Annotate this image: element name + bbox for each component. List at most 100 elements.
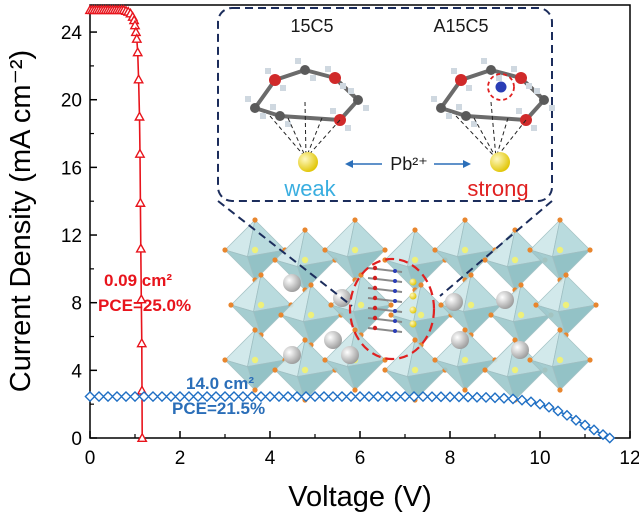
inset-connector-lines	[217, 200, 553, 307]
octahedron	[527, 217, 593, 283]
small-cell-area-label: 0.09 cm²	[104, 271, 172, 290]
series-markers	[84, 4, 616, 444]
cation-sphere	[511, 341, 529, 359]
series-2-point	[327, 390, 339, 403]
series-1-point	[131, 33, 143, 43]
double-arrow	[345, 160, 471, 168]
x-tick-label: 6	[355, 448, 366, 469]
series-2-point	[516, 394, 528, 406]
series-2-point	[300, 390, 312, 403]
octahedron	[382, 227, 448, 293]
series-2-point	[264, 390, 276, 403]
weak-label: weak	[283, 176, 336, 201]
octahedron	[278, 282, 344, 348]
strong-label: strong	[467, 176, 528, 201]
y-tick-label: 8	[71, 294, 82, 315]
pb-ion-left	[298, 152, 318, 172]
series-2-point	[219, 390, 231, 403]
series-2-point	[309, 390, 321, 403]
series-2-point	[120, 390, 132, 403]
series-1-point	[135, 197, 146, 207]
octahedron	[228, 272, 294, 338]
series-2-point	[604, 432, 616, 444]
series-2-point	[435, 391, 447, 403]
module-area-label: 14.0 cm²	[186, 374, 254, 393]
series-2-point	[498, 392, 510, 404]
octahedron	[482, 337, 548, 403]
x-tick-label: 12	[619, 448, 639, 469]
series-1-point	[133, 73, 144, 84]
series-2-point	[111, 390, 123, 403]
series-2-point	[507, 393, 519, 405]
series-2-point	[282, 390, 294, 403]
series-2-point	[210, 390, 222, 403]
series-2-point	[291, 390, 303, 403]
series-1-point	[135, 293, 147, 304]
octahedron	[482, 227, 548, 293]
series-2-point	[417, 390, 429, 403]
x-tick-label: 0	[85, 448, 96, 469]
series-2-point	[273, 390, 285, 403]
series-2-point	[102, 390, 114, 403]
series-2-point	[201, 390, 213, 403]
y-tick-label: 16	[61, 158, 82, 179]
series-2-point	[192, 390, 204, 403]
series-2-point	[444, 391, 456, 403]
series-2-point	[237, 390, 249, 403]
small-cell-pce-label: PCE=25.0%	[98, 296, 191, 315]
series-1-point	[135, 242, 147, 253]
y-tick-label: 4	[71, 361, 82, 382]
series-2-point	[453, 391, 465, 403]
series-2-point	[525, 396, 537, 408]
series-2-point	[156, 390, 168, 403]
molecule-15c5	[245, 58, 369, 159]
label-15c5: 15C5	[290, 16, 333, 36]
annotations: 0.09 cm² PCE=25.0% 14.0 cm² PCE=21.5%	[98, 271, 265, 418]
cation-sphere	[496, 291, 514, 309]
y-axis-ticks: 0 4 8 12 16 20 24	[61, 23, 97, 450]
series-2-point	[390, 390, 402, 403]
series-2-point	[579, 419, 591, 431]
series-2-point	[570, 414, 582, 426]
cation-sphere	[451, 331, 469, 349]
series-2-point	[84, 390, 96, 403]
octahedron	[488, 282, 554, 348]
series-2-point	[228, 390, 240, 403]
octahedron	[328, 272, 394, 338]
series-2-point	[588, 424, 600, 436]
series-2-point	[147, 390, 159, 403]
series-2-point	[426, 391, 438, 403]
series-2-point	[165, 390, 177, 403]
cation-sphere	[341, 346, 359, 364]
series-2-point	[372, 390, 384, 403]
series-2-point	[480, 391, 492, 403]
octahedron	[222, 327, 288, 393]
perovskite-crystal-illustration	[222, 217, 599, 403]
series-2-point	[534, 398, 546, 410]
series-2-point	[255, 390, 267, 403]
octahedron	[272, 227, 338, 293]
series-2-point	[408, 390, 420, 403]
octahedron	[222, 217, 288, 283]
series-1-point	[132, 46, 144, 57]
series-2-point	[336, 390, 348, 403]
molecule-a15c5	[431, 58, 555, 159]
series-2-point	[543, 401, 555, 413]
molecule-highlight-ellipse	[348, 257, 436, 361]
series-2-point	[354, 390, 366, 403]
series-1-point	[136, 337, 148, 348]
embedded-molecule	[367, 265, 417, 333]
y-tick-label: 0	[71, 429, 82, 450]
series-2-point	[318, 390, 330, 403]
series-2-point	[93, 390, 105, 403]
module-pce-label: PCE=21.5%	[172, 399, 265, 418]
cation-sphere	[283, 274, 301, 292]
octahedron	[432, 217, 498, 283]
series-2-point	[561, 409, 573, 421]
series-2-point	[552, 405, 564, 417]
series-2-point	[471, 391, 483, 403]
series-2-point	[363, 390, 375, 403]
series-2-point	[462, 391, 474, 403]
